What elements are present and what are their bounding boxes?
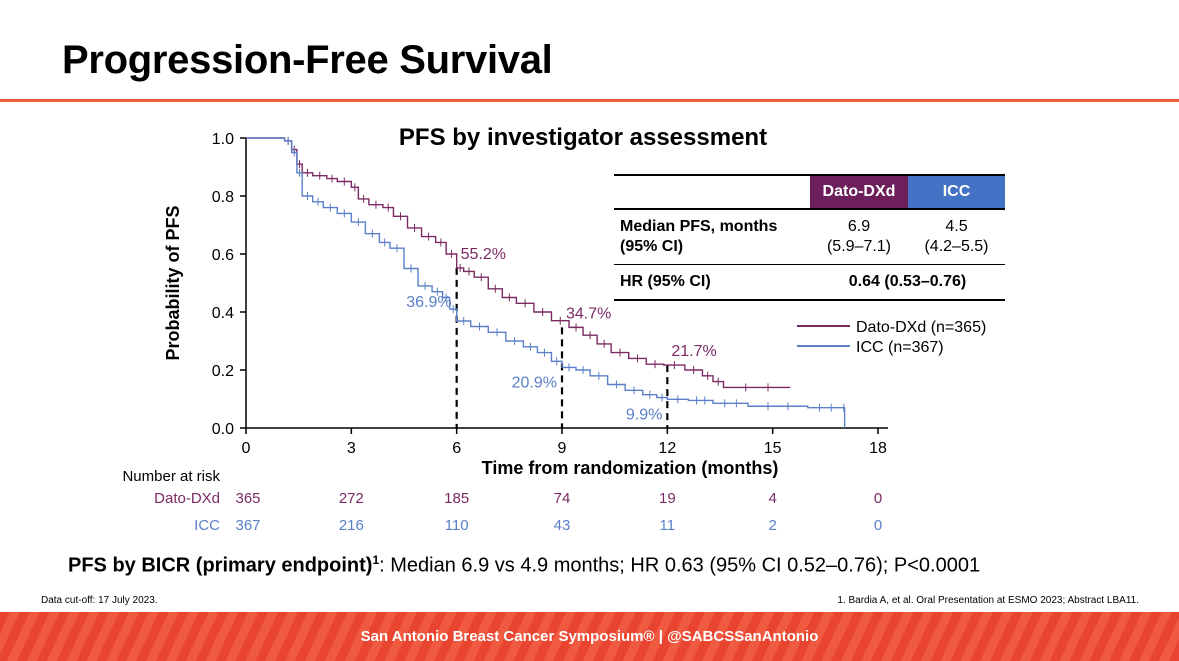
median-label-line2: (95% CI) — [620, 238, 684, 255]
x-axis-label: Time from randomization (months) — [482, 458, 779, 478]
y-tick-label: 0.0 — [212, 421, 234, 438]
y-tick-label: 0.2 — [212, 363, 234, 380]
bicr-note-bold: PFS by BICR (primary endpoint) — [68, 554, 373, 577]
data-cutoff-note: Data cut-off: 17 July 2023. — [41, 595, 158, 606]
annotation-label-dato: 55.2% — [461, 246, 506, 263]
hr-value: 0.64 (0.53–0.76) — [810, 264, 1005, 301]
annotation-label-icc: 9.9% — [626, 406, 662, 423]
annotation-label-dato: 34.7% — [566, 305, 611, 322]
bicr-note-text: : Median 6.9 vs 4.9 months; HR 0.63 (95%… — [379, 554, 981, 577]
x-tick-label: 9 — [558, 440, 567, 457]
risk-value-icc: 2 — [768, 517, 776, 534]
risk-value-dato: 365 — [235, 490, 260, 507]
x-tick-label: 3 — [347, 440, 356, 457]
table-row-median: Median PFS, months (95% CI) 6.9 (5.9–7.1… — [614, 209, 1005, 265]
slide-title: Progression-Free Survival — [62, 38, 553, 82]
median-dato: 6.9 (5.9–7.1) — [810, 209, 908, 265]
median-icc: 4.5 (4.2–5.5) — [908, 209, 1005, 265]
pfs-km-chart: 0.0 0.2 0.4 0.6 0.8 1.0 0 3 6 9 12 15 18 Time from ra… — [122, 124, 986, 534]
footer-banner — [0, 612, 1179, 661]
median-dato-value: 6.9 — [847, 218, 871, 235]
x-tick-label: 18 — [869, 440, 887, 457]
risk-value-dato: 0 — [874, 490, 882, 507]
x-tick-label: 15 — [764, 440, 782, 457]
table-header-blank — [614, 174, 810, 210]
footer-banner-text: San Antonio Breast Cancer Symposium® | @… — [360, 628, 819, 645]
risk-value-icc: 0 — [874, 517, 882, 534]
risk-value-dato: 272 — [339, 490, 364, 507]
km-curve-dato — [246, 137, 791, 389]
x-tick-label: 6 — [452, 440, 461, 457]
y-tick-label: 0.6 — [212, 247, 234, 264]
table-row-hr: HR (95% CI) 0.64 (0.53–0.76) — [614, 264, 1005, 301]
risk-value-icc: 367 — [235, 517, 260, 534]
annotation-label-icc: 36.9% — [406, 294, 451, 311]
legend-label-icc: ICC (n=367) — [856, 339, 944, 356]
median-icc-value: 4.5 — [945, 218, 968, 235]
median-icc-ci: (4.2–5.5) — [924, 238, 989, 255]
bicr-note: PFS by BICR (primary endpoint)1: Median … — [68, 553, 980, 578]
risk-value-icc: 110 — [445, 517, 469, 534]
median-label-line1: Median PFS, months — [620, 218, 778, 235]
risk-row-label-icc: ICC — [194, 517, 220, 534]
y-tick-label: 0.4 — [212, 305, 234, 322]
bicr-note-sup: 1 — [372, 553, 380, 567]
table-header-icc: ICC — [908, 174, 1005, 210]
risk-value-icc: 43 — [554, 517, 571, 534]
median-dato-ci: (5.9–7.1) — [826, 238, 892, 255]
annotation-label-icc: 20.9% — [512, 374, 557, 391]
title-divider — [0, 99, 1179, 102]
legend-label-dato: Dato-DXd (n=365) — [856, 319, 986, 336]
chart-title: PFS by investigator assessment — [399, 124, 767, 151]
median-label: Median PFS, months (95% CI) — [614, 209, 810, 265]
x-tick-label: 0 — [242, 440, 251, 457]
y-axis-label: Probability of PFS — [163, 205, 183, 360]
y-tick-label: 1.0 — [212, 131, 234, 148]
risk-value-dato: 19 — [659, 490, 676, 507]
stats-table: Dato-DXd ICC Median PFS, months (95% CI)… — [614, 174, 1005, 301]
x-tick-label: 12 — [658, 440, 676, 457]
hr-label: HR (95% CI) — [614, 264, 810, 301]
y-tick-label: 0.8 — [212, 189, 234, 206]
risk-table-title: Number at risk — [122, 468, 220, 485]
table-header-dato: Dato-DXd — [810, 174, 908, 210]
risk-value-icc: 11 — [660, 517, 676, 534]
risk-value-icc: 216 — [339, 517, 364, 534]
reference-note: 1. Bardia A, et al. Oral Presentation at… — [837, 595, 1139, 606]
risk-row-label-dato: Dato-DXd — [154, 490, 220, 507]
risk-value-dato: 4 — [768, 490, 776, 507]
risk-value-dato: 185 — [444, 490, 469, 507]
annotation-label-dato: 21.7% — [671, 343, 716, 360]
risk-value-dato: 74 — [554, 490, 571, 507]
